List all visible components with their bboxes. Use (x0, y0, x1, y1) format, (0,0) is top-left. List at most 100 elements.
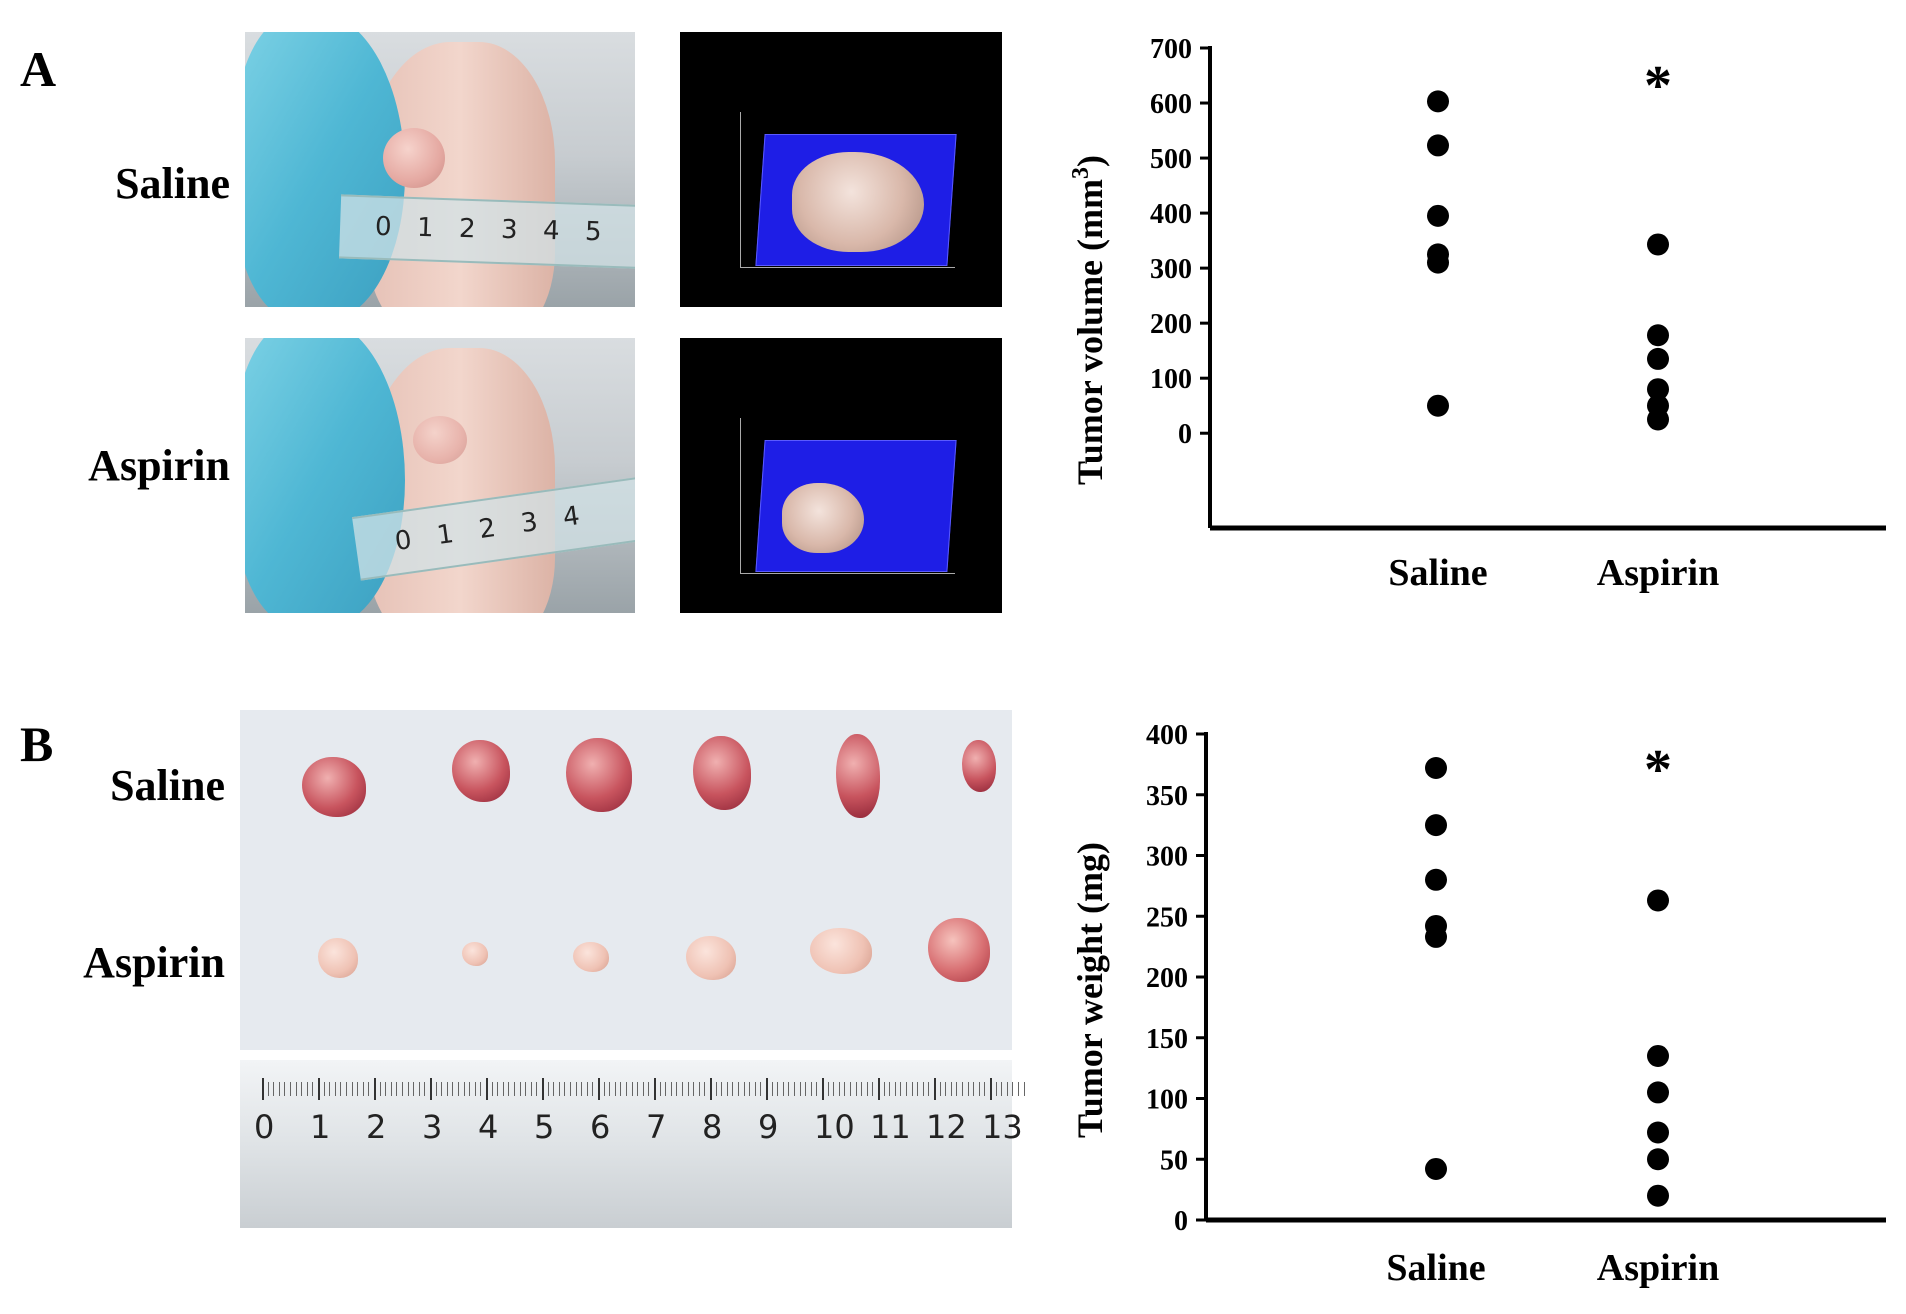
ruler-number: 2 (458, 213, 477, 245)
data-point (1425, 814, 1447, 837)
ruler-cm-tick (654, 1078, 656, 1100)
data-point (1647, 378, 1669, 401)
ruler-mm-tick (323, 1082, 325, 1096)
ruler-mm-tick (749, 1082, 751, 1096)
y-tick-label: 250 (1146, 902, 1188, 933)
ruler-mm-tick (883, 1082, 885, 1096)
ruler-mm-tick (648, 1082, 650, 1096)
ruler-mm-tick (687, 1082, 689, 1096)
ruler-mm-tick (329, 1082, 331, 1096)
ruler-mm-tick (917, 1082, 919, 1096)
ruler-mm-tick (626, 1082, 627, 1096)
significance-asterisk: * (1644, 55, 1672, 117)
ruler-mm-tick (827, 1082, 829, 1096)
ruler-number: 3 (500, 214, 519, 246)
y-tick-label: 700 (1150, 34, 1192, 65)
ruler-number: 6 (590, 1108, 611, 1146)
ruler-cm-tick (934, 1078, 936, 1100)
ruler-mm-tick (402, 1082, 403, 1096)
ruler-mm-tick (928, 1082, 930, 1096)
aspirin-tumor (928, 918, 990, 982)
ruler-number: 3 (422, 1108, 443, 1146)
ruler-mm-tick (306, 1082, 308, 1096)
ruler-mm-tick (642, 1082, 644, 1096)
tumor-3d-render (792, 152, 924, 252)
ruler-number: 8 (702, 1108, 723, 1146)
saline-tumor (836, 734, 880, 818)
y-axis-label-superscript: 3 (1068, 167, 1094, 179)
ruler-mm-tick (390, 1082, 392, 1096)
ruler-mm-tick (469, 1082, 471, 1096)
tumor-3d-render (782, 483, 864, 553)
data-point (1425, 868, 1447, 891)
ruler-mm-tick (978, 1082, 980, 1096)
ruler-mm-tick (424, 1082, 426, 1096)
ruler-mm-tick (950, 1082, 952, 1096)
tumor-bump (413, 416, 467, 464)
ruler-mm-tick (312, 1082, 314, 1096)
y-tick-label: 300 (1146, 842, 1188, 873)
ruler-mm-tick (782, 1082, 784, 1096)
data-point (1647, 408, 1669, 431)
ruler-mm-tick (368, 1082, 370, 1096)
ruler-number: 11 (870, 1108, 911, 1146)
ruler-mm-tick (290, 1082, 291, 1096)
ruler-mm-tick (732, 1082, 734, 1096)
ruler-mm-tick (861, 1082, 863, 1096)
aspirin-tumor (573, 942, 609, 972)
x-category-label: Aspirin (1597, 1247, 1719, 1289)
data-point (1427, 251, 1449, 274)
ruler-mm-tick (575, 1082, 577, 1096)
ruler-mm-tick (945, 1082, 947, 1096)
ruler-number: 4 (542, 215, 561, 247)
panel-b-aspirin-label: Aspirin (83, 938, 225, 987)
aspirin-tumor (462, 942, 488, 966)
y-tick-label: 0 (1174, 1206, 1188, 1237)
y-tick-label: 500 (1150, 144, 1192, 175)
ruler-number: 13 (982, 1108, 1023, 1146)
ruler-number: 12 (926, 1108, 967, 1146)
ruler-mm-tick (385, 1082, 387, 1096)
ruler-mm-tick (458, 1082, 459, 1096)
ruler-mm-tick (581, 1082, 583, 1096)
ruler-mm-tick (810, 1082, 812, 1096)
y-tick-label: 50 (1160, 1145, 1188, 1176)
ruler-number: 10 (814, 1108, 855, 1146)
data-point (1425, 925, 1447, 948)
ruler-number: 7 (646, 1108, 667, 1146)
ruler-mm-tick (1006, 1082, 1008, 1096)
ruler-mm-tick (698, 1082, 700, 1096)
y-tick-label: 400 (1150, 199, 1192, 230)
x-category-label: Aspirin (1597, 552, 1719, 594)
ruler-mm-tick (670, 1082, 672, 1096)
ruler-mm-tick (474, 1082, 476, 1096)
ruler-mm-tick (435, 1082, 437, 1096)
y-axis-label-main: Tumor volume (mm (1070, 179, 1110, 485)
ruler-mm-tick (508, 1082, 510, 1096)
ruler-mm-tick (721, 1082, 723, 1096)
data-point (1427, 90, 1449, 113)
ruler-mm-tick (872, 1082, 874, 1096)
ruler-mm-tick (838, 1082, 840, 1096)
panel-b-saline-label: Saline (110, 761, 225, 810)
ruler-mm-tick (609, 1082, 611, 1096)
ruler-mm-tick (525, 1082, 527, 1096)
ruler-mm-tick (771, 1082, 773, 1096)
ruler-mm-tick (1018, 1082, 1019, 1096)
ruler-number: 0 (374, 211, 393, 243)
data-point (1647, 1184, 1669, 1207)
ruler-cm-tick (262, 1078, 264, 1100)
scan-axis (740, 112, 741, 267)
ruler-mm-tick (743, 1082, 745, 1096)
ruler-mm-tick (351, 1082, 353, 1096)
data-point (1427, 204, 1449, 227)
scan-axis (740, 418, 741, 573)
ruler-mm-tick (1012, 1082, 1014, 1096)
panel-a-saline-label: Saline (115, 159, 230, 208)
ruler-mm-tick (900, 1082, 902, 1096)
data-point (1427, 394, 1449, 417)
saline-tumor (962, 740, 996, 792)
aspirin-tumor (810, 928, 872, 974)
panel-a-aspirin-label: Aspirin (88, 441, 230, 490)
ruler-number: 4 (478, 1108, 499, 1146)
